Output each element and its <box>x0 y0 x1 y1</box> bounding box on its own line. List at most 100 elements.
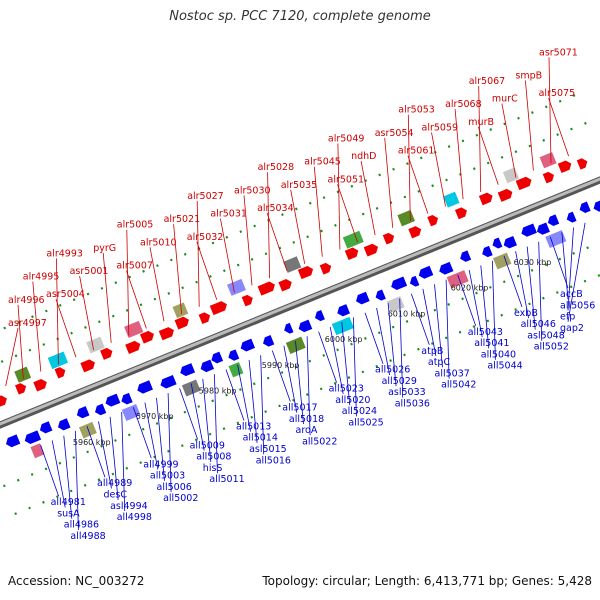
bottom-gene-label: all5008 <box>196 452 231 463</box>
bottom-gene-label: all4986 <box>64 520 99 531</box>
reverse-gene-32 <box>547 214 560 226</box>
genome-backbone <box>0 176 600 429</box>
reverse-gene-33 <box>566 211 577 223</box>
forward-gene-3 <box>54 367 66 379</box>
top-leader-line <box>102 252 112 343</box>
reverse-gene-16 <box>284 322 294 334</box>
bottom-gene-label: all5009 <box>190 440 225 451</box>
forward-gene-14-shape <box>278 279 292 292</box>
bottom-gene-label: all4999 <box>143 459 178 470</box>
reverse-gene-5 <box>95 403 107 416</box>
lower-block-4 <box>228 362 244 378</box>
top-leader-line <box>173 224 182 315</box>
forward-gene-1-shape <box>15 383 27 395</box>
forward-gene-12 <box>241 294 253 307</box>
reverse-gene-18 <box>314 310 325 322</box>
reverse-gene-29 <box>503 235 517 249</box>
bottom-gene-label: all4998 <box>117 512 152 523</box>
lower-block-9-shape <box>492 252 512 270</box>
bottom-gene-label: all5018 <box>289 414 324 425</box>
bottom-gene-label: aroA <box>296 425 318 436</box>
forward-gene-9 <box>174 316 189 330</box>
bottom-leader-line <box>98 421 112 489</box>
forward-gene-27-shape <box>557 160 572 174</box>
top-leader-line <box>477 126 499 185</box>
top-leader-line <box>360 161 376 236</box>
bottom-gene-label: all5002 <box>163 493 198 504</box>
bottom-leader-line <box>445 279 450 379</box>
top-leader-line <box>454 109 464 200</box>
bottom-gene-label: asl5033 <box>388 387 426 398</box>
upper-block-5 <box>227 278 246 296</box>
reverse-gene-26 <box>460 250 472 262</box>
gene-labels: asr4997 alr4996 alr4995 alr4993 asr5004 asr50… <box>8 47 595 542</box>
reverse-gene-35 <box>593 198 600 212</box>
axis-tick-label: 6030 kbp <box>514 258 552 267</box>
top-leader-line <box>407 114 411 221</box>
reverse-gene-10 <box>180 363 196 377</box>
reverse-gene-24 <box>418 265 434 279</box>
bottom-gene-label: all5017 <box>282 403 317 414</box>
bottom-gene-label: hisS <box>203 463 223 474</box>
reverse-gene-31 <box>536 222 550 235</box>
forward-gene-14 <box>278 279 292 292</box>
top-leader-line <box>337 143 341 250</box>
reverse-gene-22-shape <box>391 276 408 290</box>
bottom-leader-line <box>503 255 523 308</box>
bottom-leader-line <box>376 307 390 376</box>
axis-tick-label: 6010 kbp <box>388 309 426 318</box>
reverse-gene-5-shape <box>95 403 107 416</box>
lower-block-9 <box>492 252 512 270</box>
bottom-gene-label: all4988 <box>70 531 105 542</box>
reverse-gene-4 <box>76 406 90 419</box>
lower-block-1-shape <box>78 421 97 439</box>
upper-block-5-shape <box>227 278 246 296</box>
top-gene-label: alr4993 <box>46 248 83 259</box>
bottom-gene-label: desC <box>104 490 128 501</box>
bottom-leader-line <box>283 345 298 413</box>
upper-block-4-shape <box>172 302 189 319</box>
top-gene-label: alr5051 <box>328 174 365 185</box>
top-gene-label: alr5007 <box>116 261 153 272</box>
top-gene-label: alr5059 <box>422 122 459 133</box>
reverse-gene-31-shape <box>536 222 550 235</box>
reverse-gene-11 <box>200 359 215 373</box>
upper-block-8-shape <box>397 209 416 227</box>
reverse-gene-6 <box>105 393 121 407</box>
reverse-gene-15 <box>263 335 275 347</box>
bottom-gene-label: all5014 <box>243 433 278 444</box>
reverse-gene-28-shape <box>492 237 503 249</box>
bottom-gene-label: asl4994 <box>110 501 148 512</box>
top-leader-line <box>384 137 394 228</box>
lower-block-8 <box>446 270 469 289</box>
bottom-leader-line <box>492 260 496 360</box>
reverse-gene-32-shape <box>547 214 560 226</box>
page-title: Nostoc sp. PCC 7120, complete genome <box>169 9 431 24</box>
bottom-gene-label: all5036 <box>395 399 430 410</box>
bottom-gene-label: atpC <box>428 357 451 368</box>
reverse-gene-19-shape <box>337 304 350 317</box>
reverse-gene-8-shape <box>137 380 153 394</box>
forward-gene-16 <box>319 262 332 275</box>
reverse-gene-16-shape <box>284 322 294 334</box>
reverse-gene-2 <box>39 421 53 434</box>
reverse-gene-35-shape <box>593 198 600 212</box>
bottom-gene-label: asl5048 <box>527 331 565 342</box>
bottom-gene-label: exbB <box>514 308 538 319</box>
reverse-gene-28 <box>492 237 503 249</box>
forward-gene-6 <box>125 340 141 355</box>
bottom-leader-line <box>561 232 569 300</box>
bottom-leader-line <box>179 388 198 440</box>
bottom-gene-label: gap2 <box>560 323 584 334</box>
upper-block-6-shape <box>283 256 302 273</box>
top-gene-label: alr5021 <box>164 214 201 225</box>
upper-block-11-shape <box>539 152 557 169</box>
bottom-leader-line <box>422 288 437 357</box>
top-leader-line <box>126 270 147 329</box>
forward-gene-0-shape <box>0 395 7 408</box>
lower-block-3-shape <box>181 379 201 397</box>
bottom-gene-label: all5026 <box>375 365 410 376</box>
forward-gene-4 <box>80 359 95 373</box>
bottom-gene-label: all5044 <box>487 361 522 372</box>
